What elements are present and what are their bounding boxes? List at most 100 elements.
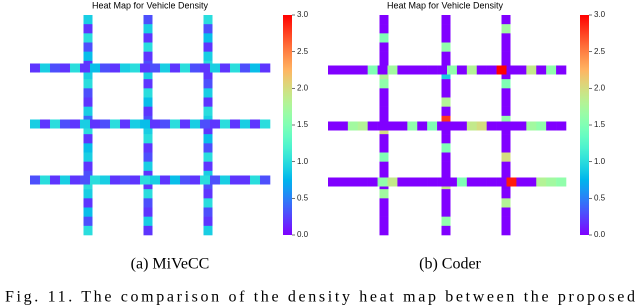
heat-cell — [80, 63, 91, 73]
heat-cell — [203, 143, 213, 153]
heat-cell — [526, 177, 537, 187]
heat-cell — [250, 175, 261, 185]
heat-cell — [83, 161, 93, 172]
heat-cell — [120, 119, 131, 129]
heat-cell — [501, 88, 511, 98]
colorbar-tick-label: 0.0 — [297, 230, 309, 239]
heat-cell — [150, 63, 161, 73]
heat-cell — [203, 42, 213, 52]
heat-cell — [110, 175, 121, 185]
heat-cell — [536, 65, 547, 75]
heat-cell — [143, 51, 153, 62]
heat-cell — [501, 15, 511, 25]
heat-cell — [501, 24, 511, 34]
heat-cell — [379, 207, 389, 217]
heat-cell — [143, 152, 153, 162]
heat-cell — [203, 97, 213, 107]
heat-cell — [83, 70, 93, 80]
heat-cell — [90, 175, 101, 185]
heat-cell — [387, 65, 398, 75]
heat-cell — [190, 119, 201, 129]
heat-cell — [83, 207, 93, 217]
heat-cell — [60, 63, 71, 73]
heat-cell — [441, 216, 451, 227]
colorbar-tick-label: 0.5 — [297, 193, 309, 202]
heat-cell — [143, 70, 153, 80]
heat-cell — [357, 121, 368, 131]
heat-cell — [379, 216, 389, 227]
heat-cell — [379, 15, 389, 25]
heat-cell — [447, 65, 458, 75]
heat-cell — [40, 63, 51, 73]
heat-cell — [417, 177, 428, 187]
heat-cell — [250, 63, 261, 73]
subfigure-caption: (a) MiVeCC — [131, 256, 210, 273]
heat-cell — [347, 177, 359, 187]
heat-cell — [240, 63, 251, 73]
heat-cell — [441, 51, 451, 62]
heat-cell — [143, 106, 153, 117]
heat-cell — [40, 119, 51, 129]
heat-cell — [496, 121, 507, 131]
heat-cell — [70, 63, 81, 73]
heat-cell — [260, 119, 271, 129]
heat-cell — [83, 216, 93, 227]
heat-cell — [379, 42, 389, 52]
heat-cell — [203, 51, 213, 62]
heat-cell — [143, 143, 153, 153]
colorbar-tick-label: 0.5 — [594, 193, 606, 202]
heat-cell — [546, 121, 557, 131]
heat-cell — [387, 121, 398, 131]
heat-cell — [83, 143, 93, 153]
heat-cell — [70, 175, 81, 185]
heat-cell — [441, 170, 451, 181]
heat-cell — [417, 65, 428, 75]
subfigure-caption: (b) Coder — [419, 256, 481, 273]
heat-cell — [203, 15, 213, 25]
figure-caption: Fig. 11. The comparison of the density h… — [5, 289, 635, 306]
heat-cell — [200, 175, 211, 185]
heat-cell — [536, 177, 547, 187]
heat-cell — [80, 119, 91, 129]
heat-cell — [501, 143, 511, 153]
heat-cell — [506, 65, 517, 75]
heat-cell — [80, 175, 91, 185]
heat-cell — [143, 189, 153, 199]
heat-cell — [526, 121, 537, 131]
heat-cell — [140, 175, 151, 185]
colorbar-tick-label: 1.5 — [594, 120, 606, 129]
heat-cell — [210, 63, 221, 73]
heat-cell — [556, 121, 567, 131]
heat-cell — [83, 180, 93, 190]
heat-cell — [337, 65, 349, 75]
heat-cell — [379, 115, 389, 126]
heat-cell — [203, 216, 213, 227]
heat-cell — [240, 175, 251, 185]
heat-cell — [379, 24, 389, 34]
heat-cell — [83, 42, 93, 52]
heat-cell — [83, 152, 93, 162]
heat-cell — [496, 177, 507, 187]
heat-cell — [456, 65, 468, 75]
heat-cell — [70, 119, 81, 129]
heat-cell — [143, 225, 153, 236]
colorbar-tick-label: 2.5 — [297, 47, 309, 56]
heat-cell — [203, 134, 213, 144]
heat-cell — [347, 65, 359, 75]
heat-cell — [556, 177, 567, 187]
heat-cell — [506, 121, 517, 131]
heat-cell — [407, 177, 418, 187]
heat-cell — [379, 97, 389, 107]
heat-cell — [397, 65, 408, 75]
heat-cell — [379, 152, 389, 162]
heat-cell — [357, 177, 368, 187]
heat-cell — [110, 119, 121, 129]
heat-cell — [230, 175, 241, 185]
heat-cell — [203, 225, 213, 236]
heat-cell — [447, 121, 458, 131]
heat-cell — [220, 175, 231, 185]
heat-cell — [250, 119, 261, 129]
heat-cell — [130, 175, 141, 185]
heat-cell — [441, 106, 451, 117]
